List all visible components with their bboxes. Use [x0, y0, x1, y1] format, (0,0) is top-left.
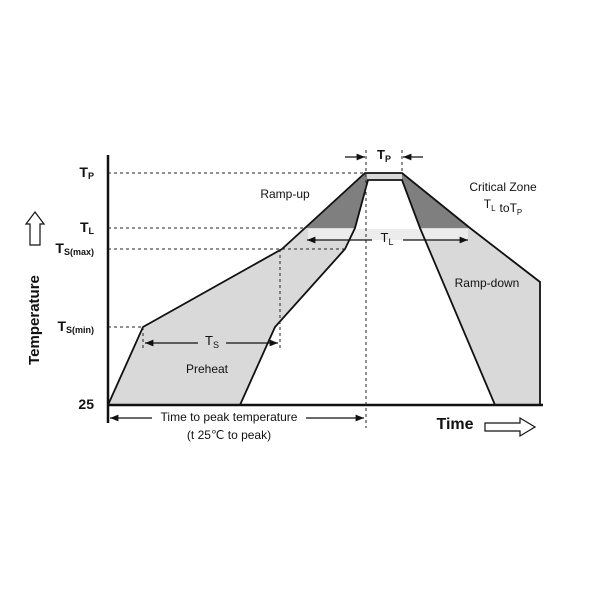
interval-arrows: [24, 153, 537, 438]
tp-interval-label-sub: P: [385, 154, 391, 164]
y-level-sub: P: [88, 171, 94, 181]
time-to-peak-note: (t 25℃ to peak): [187, 428, 271, 442]
ts-interval-label-main: T: [205, 333, 213, 348]
y-level-label: 25: [78, 396, 94, 412]
y-axis-title: Temperature: [26, 275, 43, 365]
ts-interval-label-sub: S: [213, 340, 219, 350]
guides: [108, 150, 403, 428]
cz-to-main: T: [510, 201, 518, 215]
y-level-label: TP: [79, 164, 94, 182]
ramp-down-label: Ramp-down: [455, 276, 520, 290]
y-level-main: T: [80, 219, 89, 235]
y-level-sub: L: [89, 226, 95, 236]
y-level-label: TS(min): [57, 318, 94, 336]
cz-to-sub: P: [517, 208, 522, 217]
y-level-sub: S(max): [64, 247, 94, 257]
y-level-main: T: [79, 164, 88, 180]
ramp-up-label: Ramp-up: [260, 187, 310, 201]
tp-interval-label-main: T: [377, 147, 385, 162]
y-level-main: 25: [78, 396, 94, 412]
cz-from-sub: L: [491, 204, 496, 213]
preheat-label: Preheat: [186, 362, 229, 376]
x-axis-title: Time: [436, 416, 473, 433]
y-level-label: TL: [80, 219, 95, 237]
ts-interval-label: TS: [205, 333, 219, 350]
time-to-peak-label: Time to peak temperature: [161, 410, 298, 424]
tp-interval-label: TP: [377, 147, 391, 164]
critical-zone-title: Critical Zone: [469, 180, 537, 194]
y-level-label: TS(max): [55, 240, 94, 258]
cz-joiner: to: [500, 201, 510, 215]
critical-zone-range: TL toTP: [484, 197, 523, 217]
tl-interval-label-main: T: [381, 230, 389, 245]
tl-interval-label: TL: [381, 230, 394, 247]
profile: [107, 172, 541, 406]
tl-interval-label-sub: L: [388, 237, 393, 247]
axes: [106, 155, 543, 423]
y-level-main: T: [57, 318, 66, 334]
y-level-sub: S(min): [66, 325, 94, 335]
y-level-main: T: [55, 240, 64, 256]
cz-from-main: T: [484, 197, 492, 211]
